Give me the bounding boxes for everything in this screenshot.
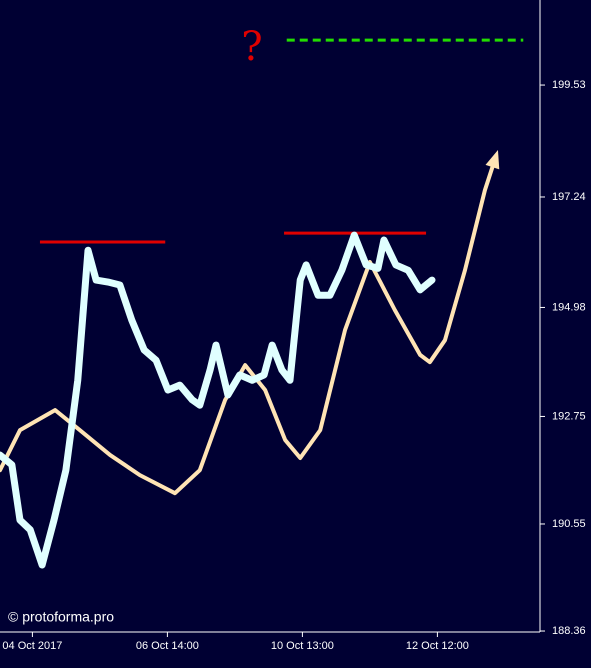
y-tick-label: 194.98	[552, 301, 586, 313]
y-tick-label: 192.75	[552, 410, 586, 422]
series-line	[0, 163, 496, 496]
watermark: © protoforma.pro	[8, 609, 114, 625]
annotation: ?	[241, 24, 262, 70]
series-line	[0, 231, 436, 569]
x-tick-label: 10 Oct 13:00	[271, 640, 334, 652]
y-tick-label: 190.55	[552, 518, 586, 530]
x-tick-label: 04 Oct 2017	[2, 640, 62, 652]
y-tick-label: 188.36	[552, 625, 586, 637]
y-tick-label: 197.24	[552, 191, 586, 203]
x-tick-label: 06 Oct 14:00	[136, 640, 199, 652]
x-tick-label: 12 Oct 12:00	[406, 640, 469, 652]
arrow-head	[485, 149, 500, 170]
y-tick-label: 199.53	[552, 79, 586, 91]
